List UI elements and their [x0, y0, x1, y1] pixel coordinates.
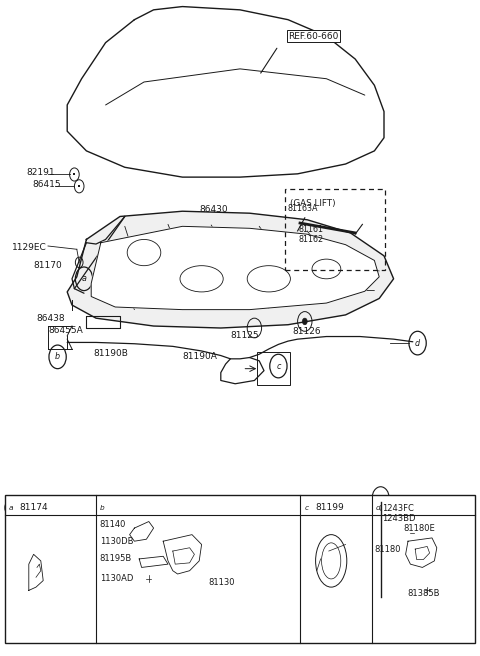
- Text: 81125: 81125: [230, 331, 259, 340]
- Text: c: c: [276, 361, 281, 371]
- Text: 81199: 81199: [315, 503, 344, 512]
- Text: 81170: 81170: [34, 261, 62, 270]
- Text: 86430: 86430: [199, 205, 228, 215]
- Text: 86415: 86415: [33, 180, 61, 190]
- Text: 81190B: 81190B: [94, 349, 129, 358]
- Text: 81162: 81162: [299, 235, 324, 244]
- Text: 81174: 81174: [19, 503, 48, 512]
- Text: 86455A: 86455A: [48, 326, 83, 335]
- Text: REF.60-660: REF.60-660: [288, 31, 338, 41]
- Text: 81161: 81161: [299, 225, 324, 234]
- Polygon shape: [91, 226, 379, 310]
- Text: 81195B: 81195B: [100, 554, 132, 564]
- Text: b: b: [55, 352, 60, 361]
- Text: d: d: [376, 504, 381, 511]
- Text: 81140: 81140: [100, 520, 126, 529]
- Text: 1243BD: 1243BD: [382, 514, 415, 523]
- Text: c: c: [304, 504, 308, 511]
- Text: 81190A: 81190A: [182, 352, 217, 361]
- Text: 1130AD: 1130AD: [100, 574, 133, 583]
- Bar: [257, 352, 290, 385]
- Text: a: a: [82, 274, 86, 283]
- Text: a: a: [8, 504, 13, 511]
- Text: d: d: [415, 338, 420, 348]
- Text: 81180: 81180: [374, 545, 401, 554]
- Text: 1243FC: 1243FC: [382, 504, 413, 513]
- Polygon shape: [67, 211, 394, 328]
- Text: 81163A: 81163A: [288, 204, 319, 213]
- Bar: [5, 495, 475, 643]
- Text: 82191: 82191: [26, 168, 55, 177]
- Text: 86438: 86438: [36, 314, 65, 323]
- Text: 1130DB: 1130DB: [100, 537, 133, 546]
- Text: 81126: 81126: [293, 327, 322, 336]
- Text: 81180E: 81180E: [403, 523, 435, 533]
- Text: 81130: 81130: [209, 578, 235, 587]
- Text: b: b: [99, 504, 104, 511]
- Text: 81385B: 81385B: [407, 589, 440, 598]
- Circle shape: [302, 318, 307, 325]
- Text: (GAS LIFT): (GAS LIFT): [290, 199, 336, 208]
- Text: 1129EC: 1129EC: [12, 243, 47, 253]
